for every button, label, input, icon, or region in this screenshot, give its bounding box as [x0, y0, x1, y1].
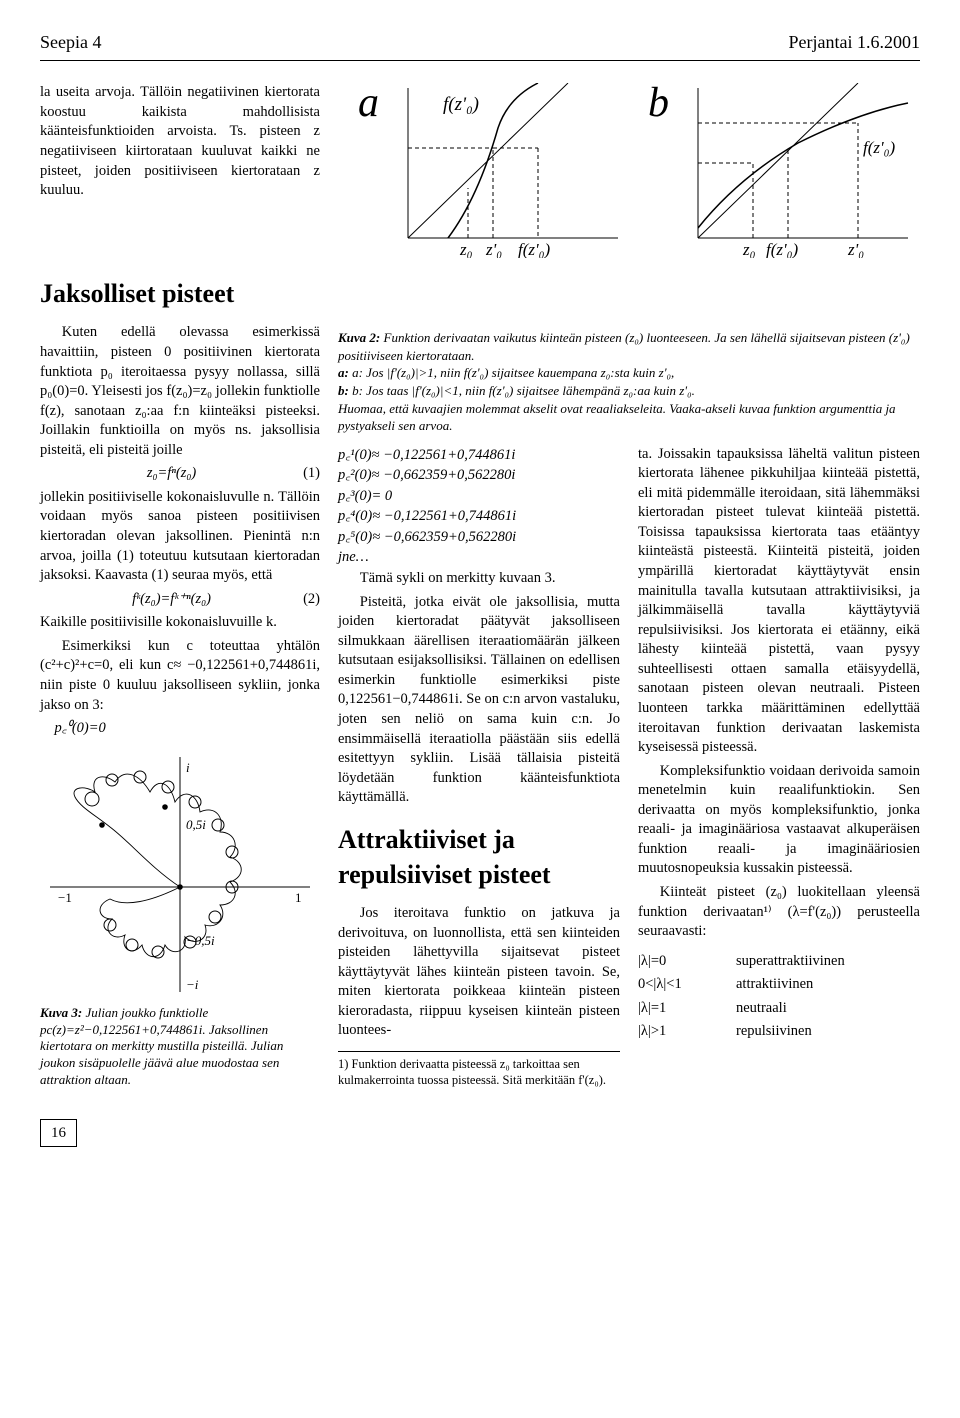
eq2: fᵏ(z₀)=fᵏ⁺ⁿ(z₀) (2) [40, 590, 320, 610]
header-rule [40, 60, 920, 61]
col3-p2: Kompleksifunktio voidaan derivoida samoi… [638, 762, 920, 879]
figure-ab-svg: a f(z'₀) z₀ z'₀ f(z'₀) [338, 83, 918, 258]
col-right: ta. Joissakin tapauksissa läheltä valitu… [638, 445, 920, 1089]
col3-p1: ta. Joissakin tapauksissa läheltä valitu… [638, 445, 920, 758]
col-middle: p꜀¹(0)≈ −0,122561+0,744861i p꜀²(0)≈ −0,6… [338, 445, 620, 1089]
svg-text:z'₀: z'₀ [485, 240, 502, 258]
svg-text:0,5i: 0,5i [186, 817, 206, 832]
svg-text:b: b [648, 83, 669, 126]
col3-p3: Kiinteät pisteet (z₀) luokitellaan yleen… [638, 883, 920, 942]
table-row: |λ|=0 superattraktiivinen [638, 950, 920, 974]
intro-block: la useita arvoja. Tällöin negatiivinen k… [40, 83, 320, 204]
classification-table: |λ|=0 superattraktiivinen 0<|λ|<1 attrak… [638, 950, 920, 1044]
svg-text:−i: −i [186, 977, 199, 992]
mid-p1: Tämä sykli on merkitty kuvaan 3. [338, 569, 620, 589]
section-jaksolliset: Jaksolliset pisteet [40, 276, 920, 311]
svg-text:z₀: z₀ [459, 240, 473, 258]
lower-columns: p꜀¹(0)≈ −0,122561+0,744861i p꜀²(0)≈ −0,6… [338, 445, 920, 1089]
table-row: |λ|>1 repulsiivinen [638, 1020, 920, 1044]
right-block: Kuva 2: Funktion derivaatan vaikutus kii… [338, 323, 920, 1089]
iteration-list: p꜀¹(0)≈ −0,122561+0,744861i p꜀²(0)≈ −0,6… [338, 446, 620, 568]
svg-text:f(z'₀): f(z'₀) [443, 94, 479, 115]
top-area: la useita arvoja. Tällöin negatiivinen k… [40, 83, 920, 266]
kuva3-caption: Kuva 3: Julian joukko funktiolle pc(z)=z… [40, 1005, 320, 1089]
intro-p1: la useita arvoja. Tällöin negatiivinen k… [40, 83, 320, 200]
svg-text:f(z'₀): f(z'₀) [766, 240, 799, 258]
mid-p2: Pisteitä, jotka eivät ole jaksollisia, m… [338, 593, 620, 808]
svg-text:i: i [186, 760, 190, 775]
eq1: z₀=fⁿ(z₀) (1) [40, 464, 320, 484]
section-attr: Attraktiiviset ja repulsiiviset pisteet [338, 822, 620, 892]
sec1-p3: Kaikille positiivisille kokonaisluvuille… [40, 613, 320, 633]
svg-text:z₀: z₀ [742, 240, 756, 258]
sec1-p2: jollekin positiiviselle kokonaisluvulle … [40, 488, 320, 586]
header-right: Perjantai 1.6.2001 [789, 30, 920, 54]
eq3: p꜀⁰(0)=0 [40, 719, 320, 739]
svg-text:−1: −1 [58, 890, 72, 905]
figure-ab: a f(z'₀) z₀ z'₀ f(z'₀) [338, 83, 918, 258]
svg-text:a: a [358, 83, 379, 126]
svg-text:f(z'₀): f(z'₀) [863, 138, 896, 157]
sec1-p4: Esimerkiksi kun c toteuttaa yhtälön (c²+… [40, 637, 320, 715]
sec2-p1: Jos iteroitava funktio on jatkuva ja der… [338, 904, 620, 1041]
footnote-1: 1) Funktion derivaatta pisteessä z₀ tark… [338, 1051, 620, 1089]
svg-text:z'₀: z'₀ [847, 240, 864, 258]
table-row: |λ|=1 neutraali [638, 997, 920, 1021]
svg-text:f(z'₀): f(z'₀) [518, 240, 551, 258]
table-row: 0<|λ|<1 attraktiivinen [638, 973, 920, 997]
col-left: Kuten edellä olevassa esimerkissä havait… [40, 323, 320, 1089]
kuva2-caption: Kuva 2: Funktion derivaatan vaikutus kii… [338, 329, 920, 434]
figure-3: −1 1 i 0,5i −0,5i −i [40, 747, 320, 997]
body-columns: Kuten edellä olevassa esimerkissä havait… [40, 323, 920, 1089]
svg-text:1: 1 [295, 890, 302, 905]
page-number: 16 [40, 1119, 77, 1147]
sec1-p1: Kuten edellä olevassa esimerkissä havait… [40, 323, 320, 460]
page-header: Seepia 4 Perjantai 1.6.2001 [40, 30, 920, 54]
figure-3-svg: −1 1 i 0,5i −0,5i −i [40, 747, 320, 997]
header-left: Seepia 4 [40, 30, 101, 54]
